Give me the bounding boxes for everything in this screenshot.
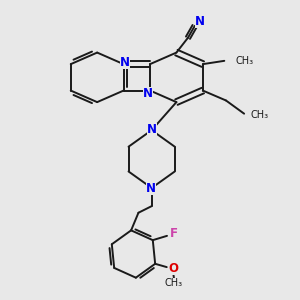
Text: CH₃: CH₃ <box>251 110 269 120</box>
Text: N: N <box>147 123 157 136</box>
Text: N: N <box>120 56 130 69</box>
Text: N: N <box>143 87 153 100</box>
Text: N: N <box>194 15 205 28</box>
Text: O: O <box>168 262 178 275</box>
Text: CH₃: CH₃ <box>165 278 183 288</box>
Text: N: N <box>146 182 156 195</box>
Text: CH₃: CH₃ <box>235 56 253 66</box>
Text: F: F <box>170 227 178 240</box>
